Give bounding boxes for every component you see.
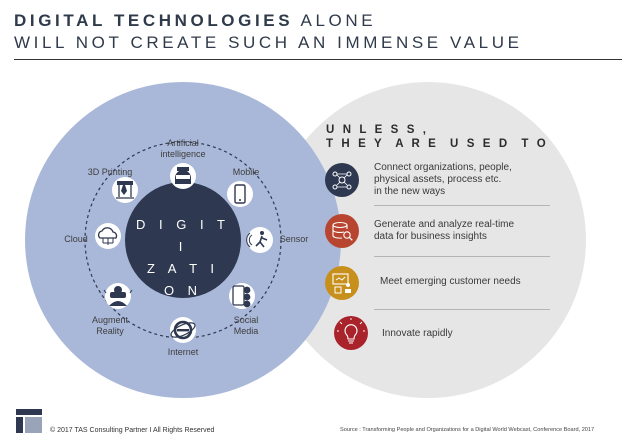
unless-heading: U N L E S S , T H E Y A R E U S E D T O: [326, 123, 548, 151]
center-label: D I G I T I Z A T I O N: [136, 214, 230, 302]
title-line2: WILL NOT CREATE SUCH AN IMMENSE VALUE: [14, 33, 523, 52]
center-circle: [125, 182, 241, 298]
internet-explorer-icon: [170, 317, 196, 343]
unless-item-customer: Meet emerging customer needs: [380, 276, 521, 287]
item-divider: [374, 205, 550, 206]
unless-item-analyze: Generate and analyze real-time data for …: [374, 219, 515, 242]
robot-head-icon: [170, 163, 196, 189]
mobile-phone-icon: [227, 181, 253, 207]
tech-label-3d: 3D Printing: [87, 167, 133, 177]
unless-item-connect: Connect organizations, people, physical …: [374, 162, 512, 197]
slide-title: DIGITAL TECHNOLOGIES ALONE WILL NOT CREA…: [14, 10, 523, 54]
center-line1: D I G I T I: [136, 217, 230, 254]
database-search-icon: [325, 214, 359, 248]
unless-item-innovate: Innovate rapidly: [382, 328, 453, 339]
item-divider: [374, 256, 550, 257]
vr-headset-icon: [103, 283, 133, 309]
technology-ring: [84, 141, 282, 339]
tech-label-ai-text: Artificial intelligence: [160, 138, 206, 159]
tech-label-cloud: Cloud: [64, 234, 88, 244]
title-bold: DIGITAL TECHNOLOGIES: [14, 11, 294, 30]
tech-label-sensor: Sensor: [279, 234, 309, 244]
tech-label-internet: Internet: [167, 347, 199, 357]
motion-sensor-icon: [246, 227, 273, 253]
social-media-icon: [229, 283, 255, 309]
network-nodes-icon: [325, 163, 359, 197]
title-divider: [14, 59, 622, 60]
cloud-network-icon: [95, 223, 121, 249]
lightbulb-icon: [334, 316, 368, 350]
unless-heading-line2: T H E Y A R E U S E D T O: [326, 138, 549, 150]
unless-heading-line1: U N L E S S ,: [326, 124, 429, 136]
3d-printer-icon: [112, 177, 138, 203]
footer-source: Source : Transforming People and Organiz…: [340, 427, 595, 433]
center-line2: Z A T I O N: [146, 261, 220, 298]
tech-label-ai: Artificial intelligence: [153, 138, 213, 160]
tas-logo-icon: [16, 409, 42, 433]
item-divider: [374, 309, 550, 310]
footer-copyright: © 2017 TAS Consulting Partner I All Righ…: [50, 427, 215, 434]
title-rest: ALONE: [293, 11, 377, 30]
tech-label-augment: Augment Reality: [91, 315, 129, 336]
tech-label-mobile: Mobile: [232, 167, 260, 177]
customer-presentation-icon: [325, 266, 359, 300]
tech-label-social: Social Media: [233, 315, 259, 336]
